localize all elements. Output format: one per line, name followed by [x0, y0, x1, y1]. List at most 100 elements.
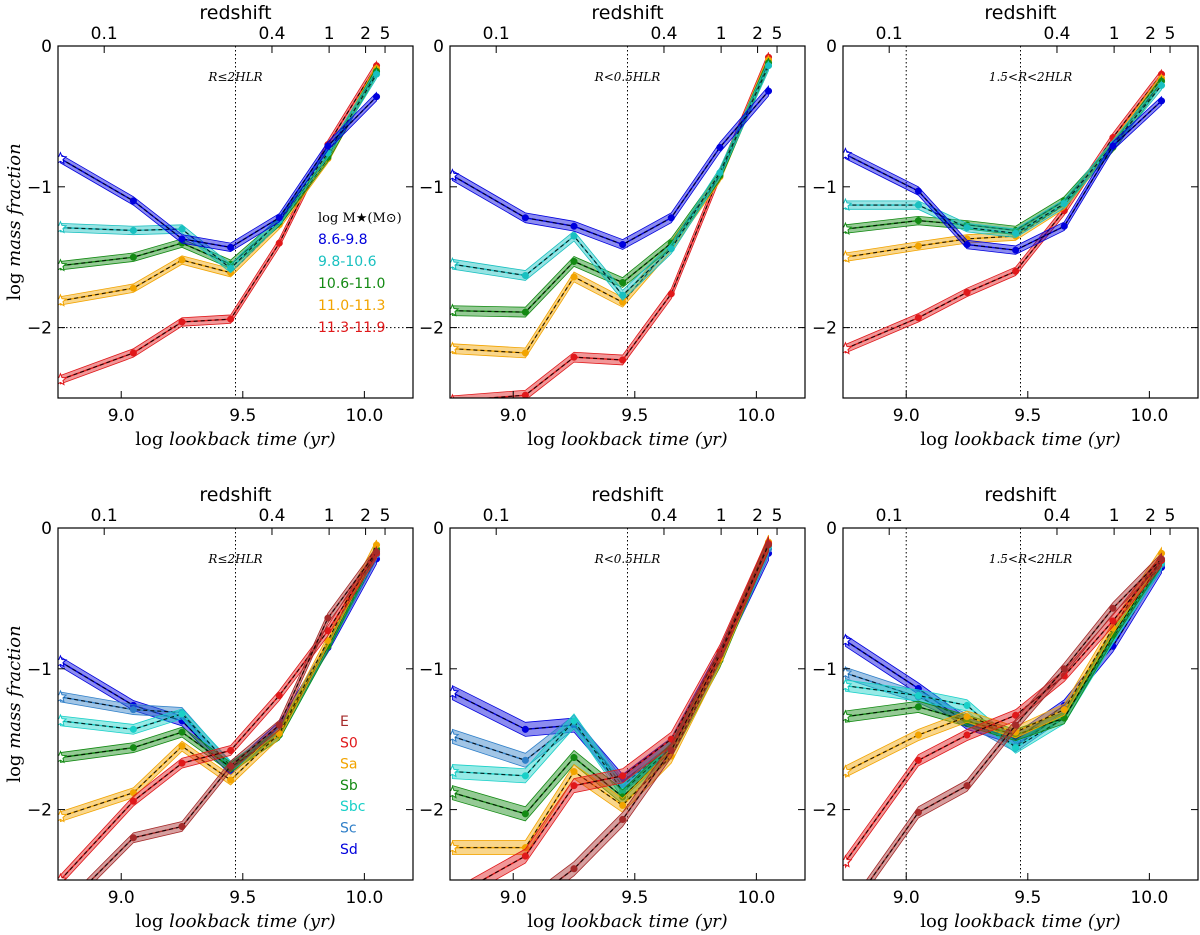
series-E	[549, 537, 773, 880]
point-marker	[1060, 672, 1068, 680]
series-Sd	[58, 553, 381, 776]
point-marker	[914, 242, 922, 250]
legend-morph-entry: Sd	[340, 842, 358, 858]
point-marker	[227, 762, 235, 770]
star-marker	[450, 168, 460, 182]
point-marker	[716, 143, 724, 151]
redshift-tick-label: 1	[716, 24, 727, 44]
point-marker	[570, 782, 578, 790]
series-band	[60, 544, 377, 773]
x-tick-label: 9.0	[500, 888, 527, 908]
series-8.6-9.8	[58, 91, 381, 252]
y-axis-label-prefix: log	[4, 267, 25, 301]
point-marker	[667, 290, 675, 298]
redshift-tick-label: 2	[360, 24, 371, 44]
star-marker	[843, 633, 853, 647]
star-marker	[843, 341, 853, 355]
y-tick-label: 0	[433, 519, 444, 539]
y-tick-label: −1	[27, 178, 52, 198]
point-marker	[914, 314, 922, 322]
point-marker	[963, 713, 971, 721]
x-tick-label: 10.0	[345, 888, 383, 908]
x-tick-label: 9.0	[893, 888, 920, 908]
y-tick-label: 0	[41, 37, 52, 57]
point-marker	[914, 731, 922, 739]
point-marker	[178, 759, 186, 767]
point-marker	[914, 703, 922, 711]
point-marker	[521, 725, 529, 733]
series-dashed-line	[845, 73, 1162, 350]
point-marker	[178, 235, 186, 243]
point-marker	[570, 257, 578, 265]
point-marker	[963, 731, 971, 739]
point-marker	[764, 541, 773, 549]
series-11.3-11.9	[58, 60, 381, 386]
series-band	[845, 68, 1162, 354]
legend-mass: log M★(M⊙) 8.6-9.8 9.8-10.6 10.6-11.0 11.0-1…	[318, 211, 402, 336]
point-marker	[570, 865, 578, 873]
series-11.3-11.9	[843, 68, 1166, 355]
redshift-tick-label: 0.1	[876, 24, 903, 44]
star-marker	[55, 905, 66, 916]
point-marker	[619, 815, 627, 824]
star-marker	[840, 909, 851, 920]
point-marker	[764, 87, 773, 95]
star-marker	[450, 256, 460, 271]
point-marker	[178, 225, 186, 233]
point-marker	[570, 768, 578, 776]
point-marker	[716, 169, 724, 177]
y-axis-label-prefix: log	[4, 749, 25, 783]
star-marker	[450, 303, 460, 317]
series-S0	[58, 547, 381, 880]
panel-frame	[842, 527, 1199, 881]
series-9.8-10.6	[450, 60, 773, 301]
series-median-line	[845, 73, 1163, 350]
point-marker	[914, 217, 922, 225]
star-marker	[58, 872, 68, 880]
series-median-line	[60, 558, 378, 772]
series-band	[60, 547, 377, 880]
point-marker	[275, 214, 283, 222]
y-tick-label: 0	[41, 519, 52, 539]
panel-top-right: 9.0 9.5 10.0 0 −1 −2 0.1 0.4 1 2 5 redshift log look…	[812, 2, 1199, 450]
point-marker	[521, 810, 529, 818]
redshift-tick-label: 0.1	[876, 506, 903, 526]
x-axis-label-prefix: log	[527, 429, 561, 450]
point-marker	[914, 808, 922, 816]
point-marker	[521, 308, 529, 316]
redshift-tick-label: 2	[1145, 506, 1156, 526]
x-tick-label: 9.5	[621, 888, 648, 908]
x-axis-label-italic: lookback time (yr)	[561, 429, 728, 450]
legend-morph-entry: Sa	[340, 757, 357, 773]
series-band	[845, 556, 1162, 754]
point-marker	[1012, 721, 1020, 729]
point-marker	[227, 243, 235, 251]
point-marker	[129, 349, 137, 357]
point-marker	[129, 797, 137, 805]
y-tick-label: −2	[419, 319, 444, 339]
star-marker	[843, 249, 853, 264]
star-marker	[843, 665, 853, 679]
redshift-title: redshift	[984, 2, 1056, 24]
point-marker	[619, 291, 627, 299]
panel-region-label: R<0.5HLR	[594, 552, 661, 566]
star-marker	[843, 854, 853, 868]
point-marker	[963, 782, 971, 790]
series-band	[845, 80, 1162, 238]
y-tick-label: −2	[27, 319, 52, 339]
point-marker	[1012, 728, 1020, 736]
x-axis-label: log lookback time (yr)	[920, 429, 1120, 450]
star-marker	[450, 840, 460, 854]
y-axis-label: log mass fraction	[4, 143, 25, 300]
x-tick-label: 10.0	[345, 406, 383, 426]
point-marker	[372, 70, 381, 78]
point-marker	[324, 614, 332, 622]
redshift-tick-label: 1	[324, 506, 335, 526]
x-tick-label: 10.0	[1130, 406, 1168, 426]
y-tick-label: −2	[419, 801, 444, 821]
star-marker	[58, 293, 68, 307]
panel-top-middle: 9.0 9.5 10.0 0 −1 −2 0.1 0.4 1 2 5 redshift log look…	[419, 2, 806, 450]
point-marker	[914, 692, 922, 700]
y-axis-label-italic: mass fraction	[4, 143, 25, 267]
